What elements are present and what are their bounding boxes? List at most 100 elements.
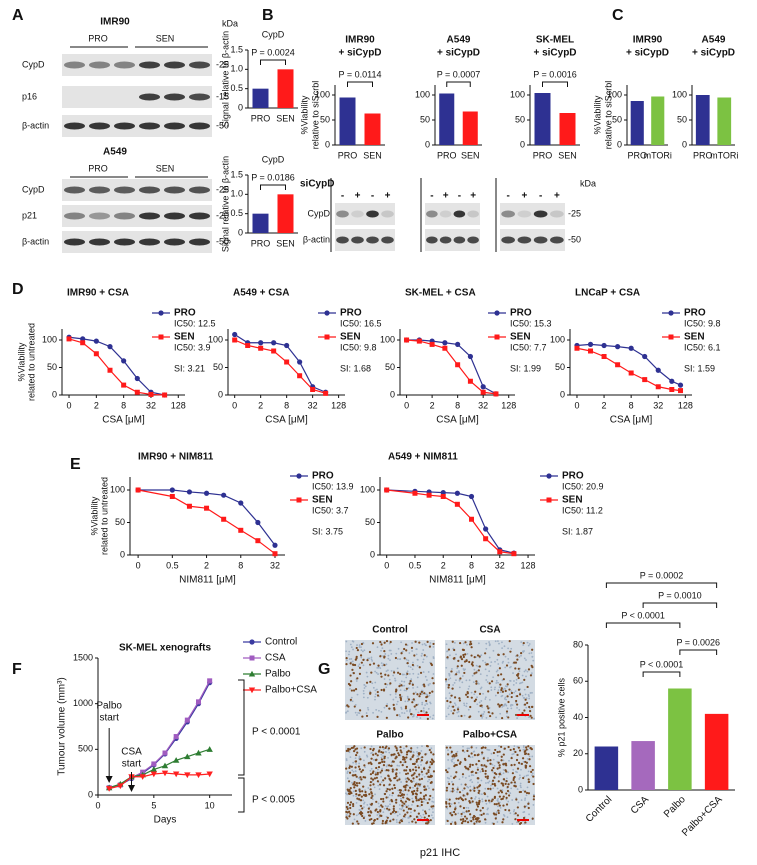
ihc-positive-cell bbox=[356, 649, 360, 652]
ihc-positive-cell bbox=[393, 784, 396, 787]
ihc-nucleus bbox=[445, 666, 448, 669]
ihc-positive-cell bbox=[375, 776, 378, 779]
ihc-positive-cell bbox=[465, 767, 468, 770]
ihc-nucleus bbox=[495, 682, 498, 684]
ihc-nucleus bbox=[525, 697, 528, 700]
significance-bracket bbox=[446, 81, 471, 87]
ihc-nucleus bbox=[424, 704, 426, 707]
x-tick-label: 0 bbox=[232, 400, 237, 410]
ihc-nucleus bbox=[401, 673, 404, 676]
ihc-positive-cell bbox=[500, 673, 503, 676]
significance-bracket bbox=[238, 679, 245, 776]
ihc-nucleus bbox=[445, 680, 447, 683]
ihc-positive-cell bbox=[352, 804, 355, 808]
annotation: SI: 3.21 bbox=[174, 363, 205, 373]
blot-sign: - bbox=[341, 191, 344, 202]
ihc-positive-cell bbox=[502, 753, 505, 756]
ihc-positive-cell bbox=[449, 822, 453, 826]
ihc-nucleus bbox=[389, 803, 391, 806]
ihc-nucleus bbox=[481, 716, 484, 719]
ihc-positive-cell bbox=[399, 761, 402, 764]
annotation: P = 0.0026 bbox=[676, 637, 720, 647]
ihc-nucleus bbox=[363, 687, 366, 689]
ihc-nucleus bbox=[449, 654, 451, 657]
ihc-positive-cell bbox=[358, 798, 361, 801]
ihc-nucleus bbox=[392, 674, 395, 677]
ihc-nucleus bbox=[457, 801, 460, 804]
ihc-nucleus bbox=[501, 789, 504, 792]
ihc-positive-cell bbox=[514, 713, 518, 717]
ihc-nucleus bbox=[528, 813, 530, 816]
blot-sign: - bbox=[371, 191, 374, 202]
arrow-label: start bbox=[122, 759, 142, 770]
chart-title: A549 bbox=[447, 35, 471, 46]
ihc-nucleus bbox=[419, 717, 422, 719]
ihc-positive-cell bbox=[453, 648, 456, 652]
ihc-nucleus bbox=[528, 652, 531, 655]
ihc-nucleus bbox=[351, 769, 354, 772]
ihc-nucleus bbox=[518, 656, 521, 658]
ihc-positive-cell bbox=[420, 803, 423, 807]
ihc-nucleus bbox=[355, 814, 358, 817]
ihc-positive-cell bbox=[352, 672, 355, 675]
legend-marker bbox=[494, 334, 500, 340]
blot-row bbox=[62, 179, 212, 201]
ihc-nucleus bbox=[485, 716, 488, 719]
ihc-nucleus bbox=[411, 642, 413, 644]
ihc-positive-cell bbox=[486, 775, 490, 778]
ihc-nucleus bbox=[372, 686, 375, 689]
ihc-nucleus bbox=[464, 668, 466, 671]
ihc-nucleus bbox=[511, 704, 514, 706]
ihc-nucleus bbox=[389, 649, 392, 652]
ihc-positive-cell bbox=[402, 755, 405, 759]
y-tick-label: 50 bbox=[213, 362, 223, 372]
ihc-positive-cell bbox=[409, 807, 412, 811]
ihc-nucleus bbox=[352, 648, 354, 651]
ihc-positive-cell bbox=[376, 810, 379, 814]
ihc-positive-cell bbox=[476, 803, 479, 806]
ihc-nucleus bbox=[390, 653, 393, 655]
blot-band bbox=[89, 238, 110, 246]
ihc-nucleus bbox=[446, 683, 449, 686]
ihc-nucleus bbox=[370, 745, 373, 748]
ihc-nucleus bbox=[398, 813, 401, 816]
ihc-nucleus bbox=[484, 787, 487, 790]
ihc-nucleus bbox=[508, 759, 510, 762]
ihc-nucleus bbox=[457, 812, 460, 815]
ihc-positive-cell bbox=[518, 822, 522, 826]
ihc-positive-cell bbox=[524, 764, 527, 767]
ihc-nucleus bbox=[427, 671, 430, 673]
ihc-positive-cell bbox=[392, 753, 395, 756]
ihc-positive-cell bbox=[428, 798, 431, 801]
ihc-positive-cell bbox=[448, 802, 451, 805]
ihc-positive-cell bbox=[359, 776, 362, 779]
ihc-nucleus bbox=[412, 751, 415, 753]
ihc-positive-cell bbox=[402, 793, 406, 796]
x-axis-label: Days bbox=[154, 815, 177, 826]
ihc-positive-cell bbox=[384, 822, 387, 825]
ihc-positive-cell bbox=[481, 769, 485, 773]
ihc-nucleus bbox=[451, 811, 453, 814]
bar bbox=[630, 101, 644, 145]
ihc-nucleus bbox=[501, 647, 504, 650]
ihc-nucleus bbox=[467, 786, 470, 789]
blot-sign: - bbox=[430, 191, 433, 202]
ihc-positive-cell bbox=[384, 777, 387, 780]
ihc-positive-cell bbox=[525, 791, 529, 795]
y-tick-label: 100 bbox=[42, 334, 57, 344]
ihc-positive-cell bbox=[346, 704, 349, 707]
ihc-positive-cell bbox=[451, 640, 454, 643]
ihc-positive-cell bbox=[505, 780, 508, 783]
ihc-positive-cell bbox=[354, 766, 357, 769]
ihc-nucleus bbox=[484, 668, 487, 671]
ihc-nucleus bbox=[403, 680, 406, 683]
ihc-nucleus bbox=[497, 776, 500, 778]
ihc-nucleus bbox=[512, 768, 515, 771]
ihc-positive-cell bbox=[510, 763, 513, 767]
blot-sign: + bbox=[554, 191, 560, 202]
marker bbox=[186, 489, 193, 495]
ihc-positive-cell bbox=[350, 791, 353, 795]
ihc-nucleus bbox=[357, 813, 360, 816]
ihc-positive-cell bbox=[514, 818, 517, 821]
blot-band bbox=[467, 236, 479, 244]
